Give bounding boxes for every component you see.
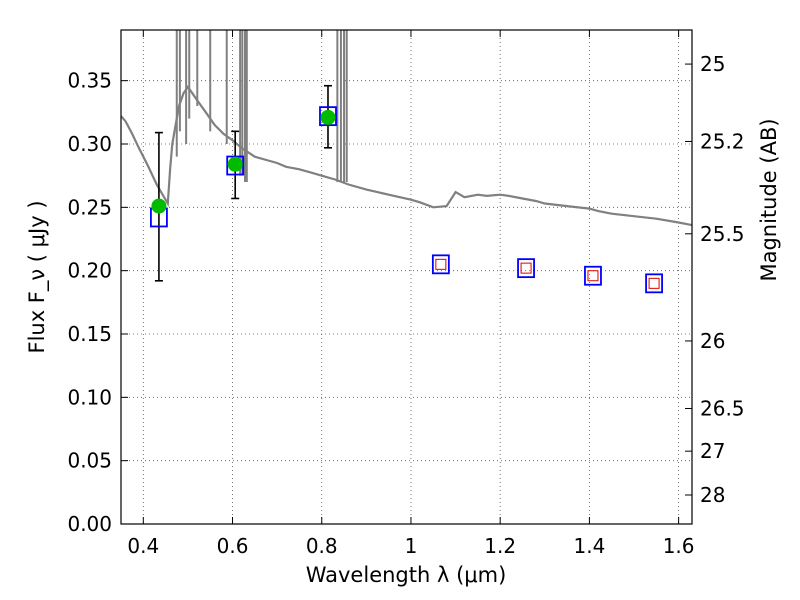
y-tick-label: 0.35 <box>67 69 112 93</box>
model-flux-square <box>226 155 245 176</box>
model-flux-square <box>517 258 535 279</box>
x-tick-label: 1.2 <box>484 534 516 558</box>
plot-frame <box>120 29 693 525</box>
model-flux-square <box>319 106 337 127</box>
model-flux-square <box>645 273 663 294</box>
right-tick-label: 28 <box>700 483 725 507</box>
y-tick-label: 0.20 <box>67 259 112 283</box>
right-tick-label: 26.5 <box>700 396 745 420</box>
y-tick-label: 0.00 <box>67 512 112 536</box>
model-flux-square <box>584 265 602 286</box>
data-points <box>150 84 663 294</box>
observed-flux-square <box>435 258 447 270</box>
right-tick-label: 25.2 <box>700 129 745 153</box>
photometry-point <box>227 156 243 172</box>
y-axis-label: Flux F_ν ( μJy ) <box>25 200 50 353</box>
y-tick-label: 0.15 <box>67 322 112 346</box>
model-flux-square <box>431 254 450 275</box>
plot-background <box>121 30 692 524</box>
observed-flux-square <box>648 277 660 289</box>
photometry-point <box>151 198 167 214</box>
x-axis-label: Wavelength λ (μm) <box>306 563 507 587</box>
x-tick-label: 1.6 <box>663 534 695 558</box>
right-tick-label: 26 <box>700 329 725 353</box>
y-tick-label: 0.25 <box>67 195 112 219</box>
right-axis-label: Magnitude (AB) <box>757 118 781 281</box>
observed-flux-square <box>520 262 532 274</box>
observed-flux-square <box>587 270 599 282</box>
right-tick-label: 25 <box>700 52 725 76</box>
photometry-point <box>320 109 336 125</box>
y-tick-label: 0.30 <box>67 132 112 156</box>
x-tick-label: 0.4 <box>127 534 159 558</box>
axis-ticks: 0.4 0.6 0.8 1 1.2 1.4 1.6 0.00 0.05 0.10 0.15 0.20 0… <box>67 30 745 558</box>
x-tick-label: 0.8 <box>306 534 338 558</box>
x-tick-label: 0.6 <box>217 534 249 558</box>
right-tick-label: 27 <box>700 439 725 463</box>
model-spectrum <box>121 30 692 227</box>
y-tick-label: 0.10 <box>67 385 112 409</box>
x-tick-label: 1 <box>405 534 418 558</box>
x-tick-label: 1.4 <box>573 534 605 558</box>
y-tick-label: 0.05 <box>67 449 112 473</box>
model-spectrum-line <box>121 85 692 227</box>
right-tick-label: 25.5 <box>700 222 745 246</box>
